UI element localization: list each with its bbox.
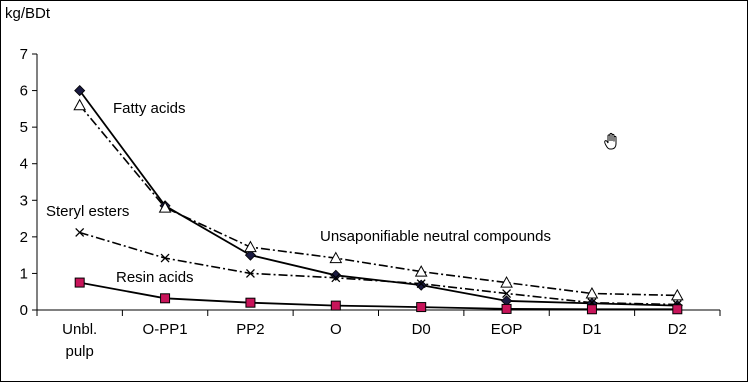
hand-cursor-icon bbox=[604, 132, 617, 150]
data-point-triangle bbox=[329, 251, 343, 264]
series-label: Unsaponifiable neutral compounds bbox=[320, 228, 551, 245]
series-label: Fatty acids bbox=[113, 100, 186, 117]
data-point-triangle bbox=[244, 240, 257, 253]
data-point-triangle bbox=[500, 276, 513, 288]
data-point-x bbox=[502, 289, 512, 299]
y-tick-label: 1 bbox=[20, 265, 28, 282]
series-label: Resin acids bbox=[116, 269, 194, 286]
x-tick-label: D0 bbox=[412, 321, 431, 338]
series-labels: Fatty acids Unsaponifiable neutral compou… bbox=[46, 100, 551, 286]
y-tick-label: 4 bbox=[20, 156, 28, 173]
data-point-diamond bbox=[74, 85, 86, 97]
series-line bbox=[79, 281, 678, 311]
x-tick-label: EOP bbox=[491, 321, 523, 338]
x-tick-label: O bbox=[330, 321, 342, 338]
data-point-x bbox=[160, 253, 170, 263]
series-label: Steryl esters bbox=[46, 203, 129, 220]
x-tick-label: D2 bbox=[668, 321, 687, 338]
data-point-square bbox=[245, 297, 256, 308]
data-point-diamond bbox=[244, 249, 257, 261]
data-point-triangle bbox=[585, 287, 599, 299]
data-point-square bbox=[330, 300, 341, 311]
x-tick-label: O-PP1 bbox=[143, 321, 188, 338]
data-point-triangle bbox=[158, 201, 172, 213]
data-point-square bbox=[672, 304, 683, 315]
data-point-triangle bbox=[670, 288, 684, 301]
y-ticks: 0 1 2 3 4 5 6 7 bbox=[20, 46, 37, 319]
data-point-square bbox=[586, 304, 597, 315]
series-line bbox=[79, 231, 678, 306]
data-point-square bbox=[74, 277, 85, 288]
data-point-square bbox=[416, 302, 427, 313]
series-lines bbox=[78, 90, 678, 311]
y-axis-unit-label: kg/BDt bbox=[5, 5, 51, 22]
data-point-triangle bbox=[414, 265, 428, 277]
data-point-square bbox=[501, 303, 512, 314]
y-tick-label: 5 bbox=[20, 119, 28, 136]
x-tick-label: PP2 bbox=[236, 321, 264, 338]
x-tick-label: Unbl. bbox=[62, 321, 97, 338]
data-point-triangle bbox=[73, 98, 87, 111]
data-point-x bbox=[416, 279, 426, 289]
data-point-diamond bbox=[415, 279, 427, 291]
x-tick-label: D1 bbox=[582, 321, 601, 338]
x-ticks: Unbl. pulp O-PP1 PP2 O D0 EOP D1 D2 bbox=[36, 310, 721, 360]
y-tick-label: 6 bbox=[20, 83, 28, 100]
series-line bbox=[79, 104, 678, 297]
data-point-x bbox=[331, 273, 341, 283]
y-tick-label: 2 bbox=[20, 229, 28, 246]
series-markers bbox=[73, 85, 684, 315]
y-tick-label: 7 bbox=[20, 46, 28, 63]
x-tick-label: pulp bbox=[66, 343, 94, 360]
data-point-square bbox=[160, 293, 171, 304]
y-tick-label: 3 bbox=[20, 192, 28, 209]
data-point-x bbox=[75, 228, 85, 237]
data-point-x bbox=[245, 268, 255, 278]
y-tick-label: 0 bbox=[20, 302, 28, 319]
